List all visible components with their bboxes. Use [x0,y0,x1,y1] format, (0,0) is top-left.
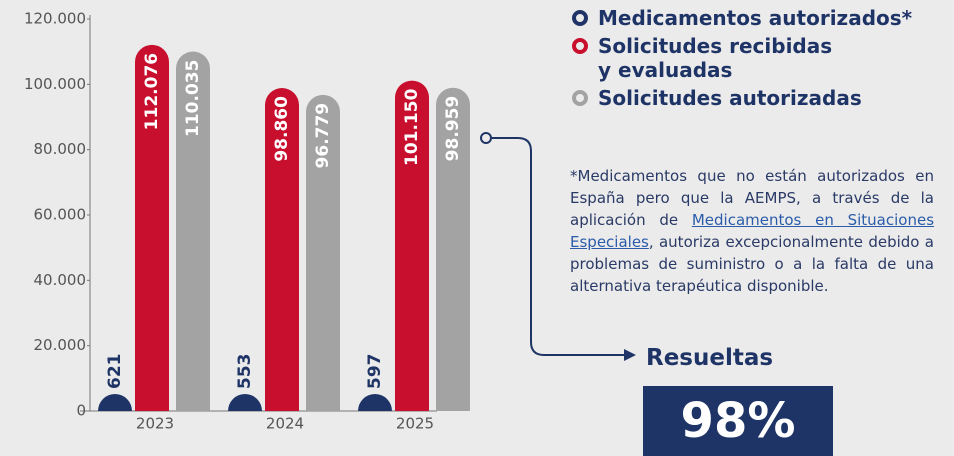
annotation-value: 98% [680,393,796,449]
note-text: *Medicamentos que no están autorizados e… [570,167,934,229]
bar [176,51,210,411]
legend-item: Solicitudes recibidas y evaluadas [572,34,952,82]
bar [98,394,132,411]
bar [395,80,429,412]
y-tick-label: 20.000 [34,336,87,354]
connector-dot [480,132,492,144]
value-label: 597 [365,354,385,390]
value-label: 112.076 [142,53,162,130]
bar [358,394,392,411]
legend-item: Medicamentos autorizados* [572,6,952,30]
connector-line [491,137,626,356]
connector-arrow [624,349,636,361]
x-tick-label: 2023 [136,415,174,433]
note-link[interactable]: Medicamentos en Situaciones Especiales [570,211,935,251]
value-label: 621 [105,354,125,390]
value-label: 98.959 [443,96,463,162]
value-label: 101.150 [402,88,422,166]
x-tick-label: 2025 [396,415,434,433]
bar [135,44,169,411]
legend: Medicamentos autorizados* Solicitudes rec… [572,6,952,114]
bar [228,394,262,411]
value-label: 553 [235,354,255,390]
y-tick-label: 40.000 [34,271,87,289]
legend-item: Solicitudes autorizadas [572,86,952,110]
bar [436,87,470,411]
value-label: 96.779 [313,103,333,169]
legend-label: Solicitudes autorizadas [598,86,862,110]
note: *Medicamentos que no están autorizados e… [570,165,934,297]
legend-marker [572,10,588,26]
x-tick-label: 2024 [266,415,304,433]
bar [265,88,299,411]
y-tick-label: 60.000 [34,206,87,224]
legend-label: Solicitudes recibidas y evaluadas [598,34,833,82]
bar [306,94,340,411]
y-tick-label: 100.000 [24,75,86,93]
y-tick-label: 120.000 [24,10,86,28]
y-tick-label: 80.000 [34,140,87,158]
legend-marker [572,90,588,106]
legend-label: Medicamentos autorizados* [598,6,913,30]
annotation-box: 98% [643,386,833,456]
annotation-label: Resueltas [646,345,774,371]
value-label: 110.035 [183,60,203,137]
legend-marker [572,38,588,54]
y-tick-label: 0 [76,402,86,420]
value-label: 98.860 [272,96,292,162]
note-text: , autoriza excepcionalmente debido a pro… [570,233,934,295]
